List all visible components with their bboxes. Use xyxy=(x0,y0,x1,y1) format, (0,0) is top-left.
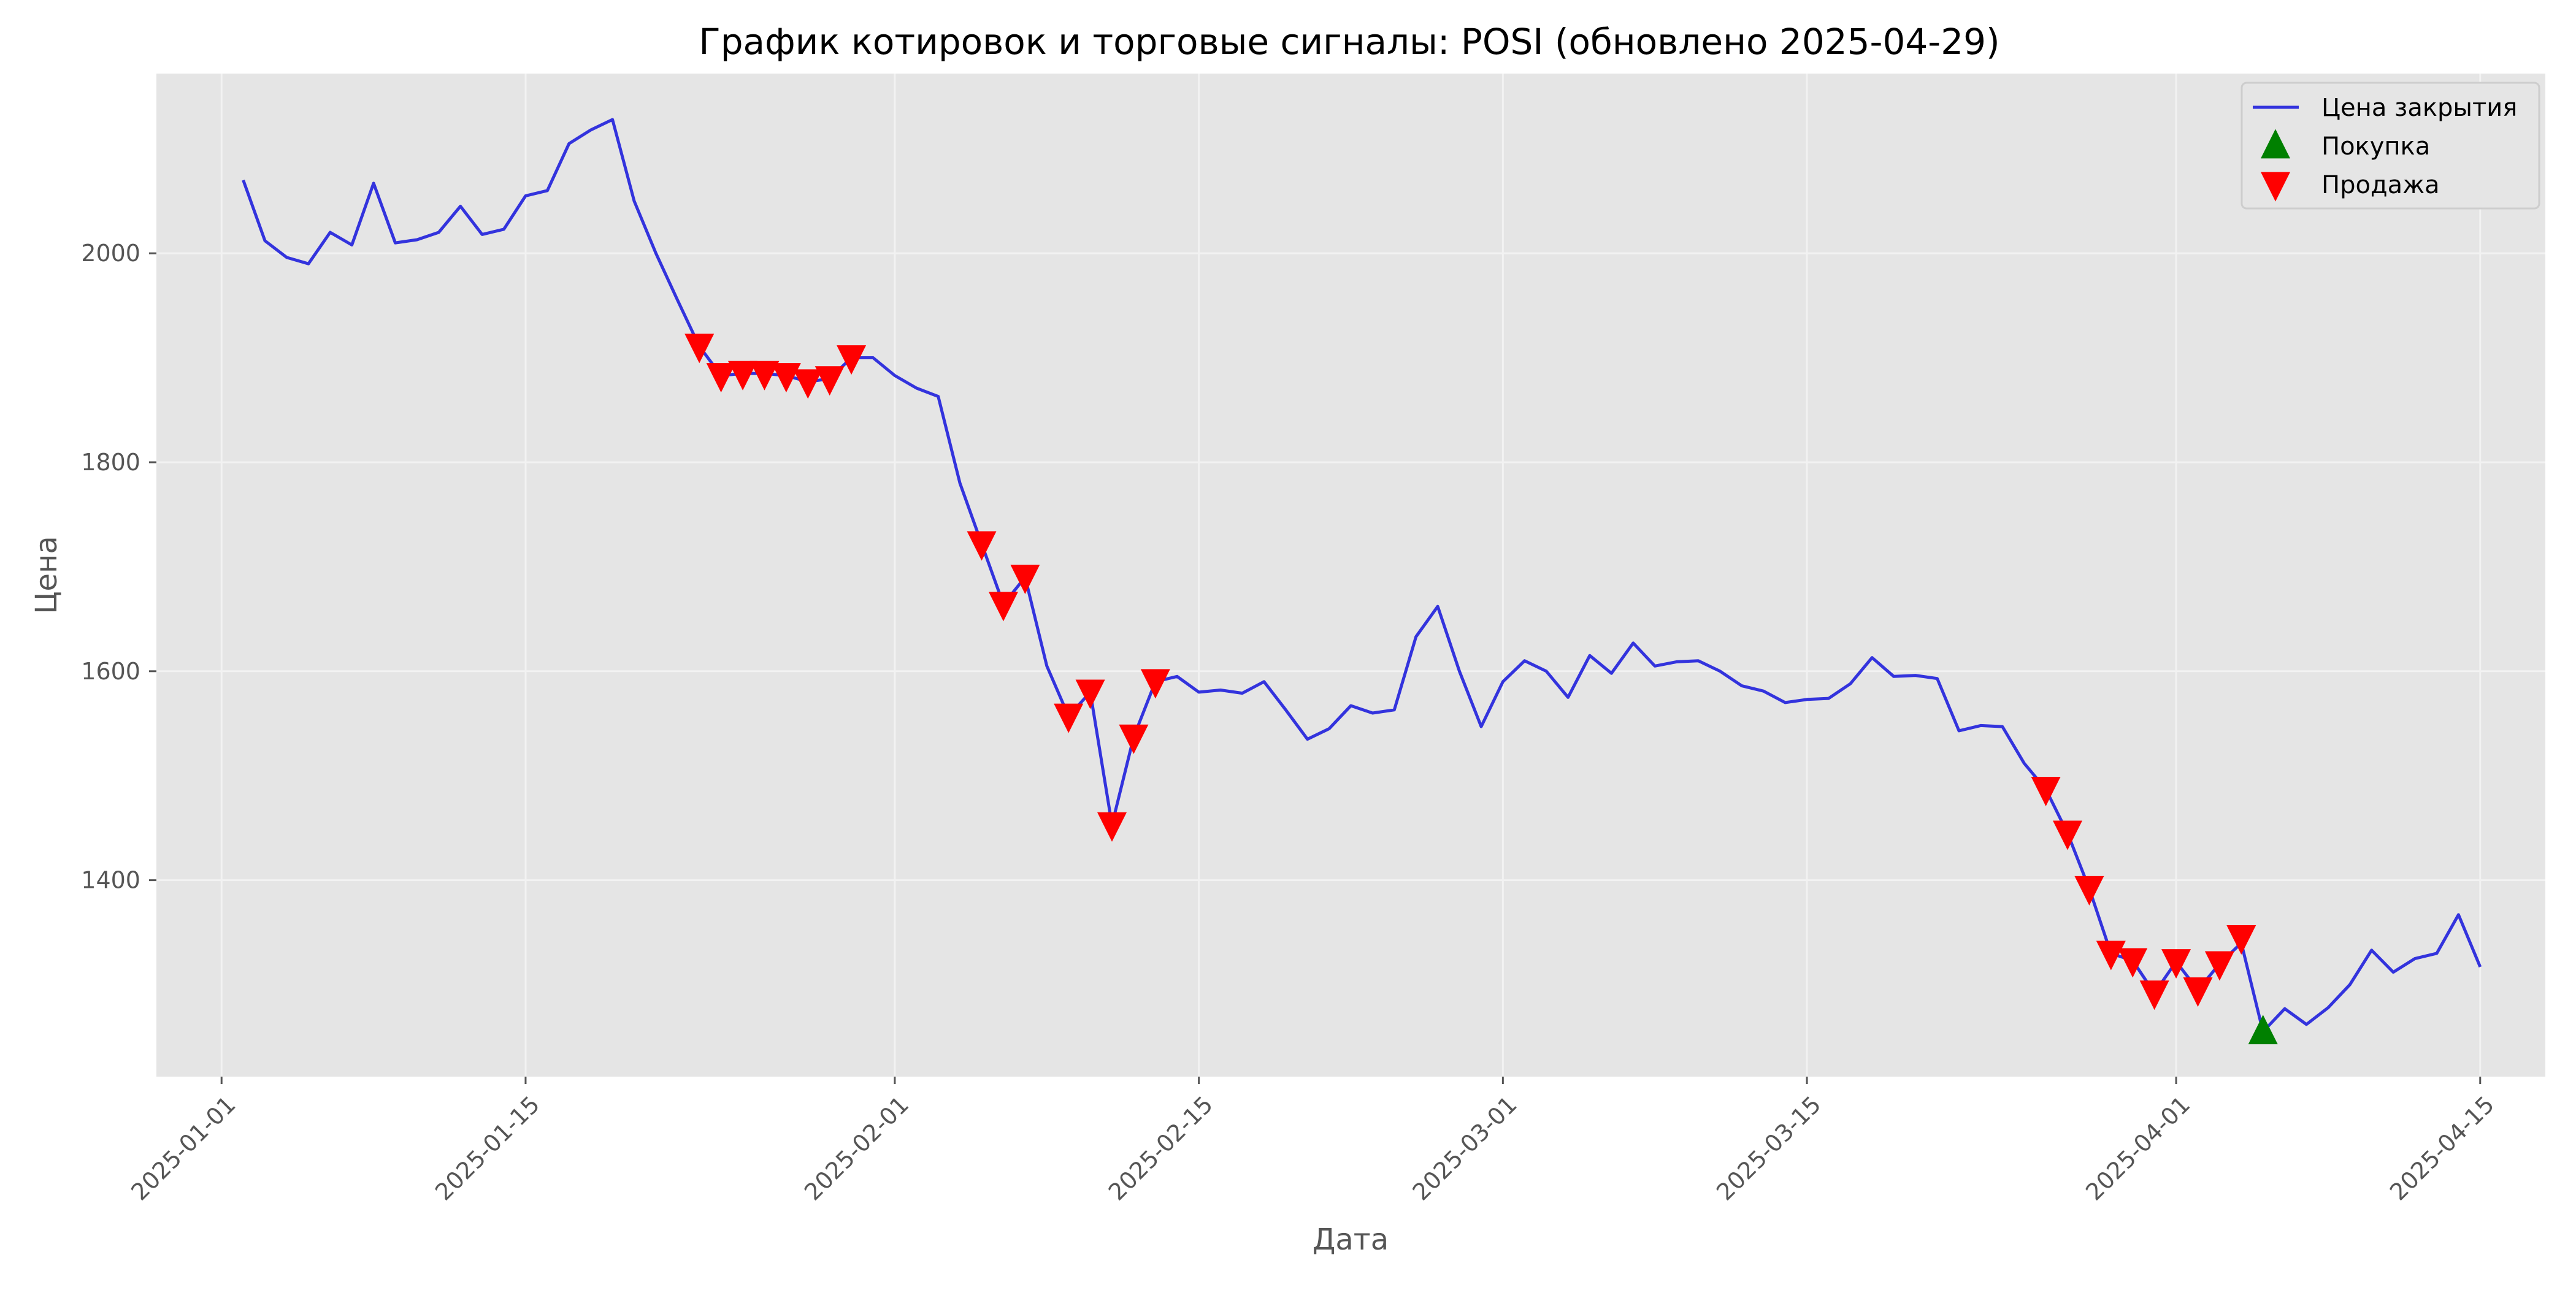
sell-signal-marker xyxy=(988,592,1018,622)
legend-box xyxy=(2241,82,2540,210)
sell-signal-marker xyxy=(1140,669,1170,699)
legend-buy-label: Покупка xyxy=(2321,132,2430,161)
x-tick-label: 2025-04-15 xyxy=(2385,1091,2499,1205)
sell-signal-marker xyxy=(1054,703,1084,733)
sell-signal-marker xyxy=(815,366,845,396)
sell-signal-marker xyxy=(2118,948,2148,978)
sell-signal-marker xyxy=(749,361,780,391)
sell-signal-marker xyxy=(2031,776,2061,806)
buy-signal-marker xyxy=(2248,1015,2278,1045)
legend-sell-label: Продажа xyxy=(2321,171,2440,199)
legend-close-price-label: Цена закрытия xyxy=(2321,94,2517,122)
sell-signal-marker xyxy=(2204,951,2234,981)
sell-signal-marker xyxy=(2053,820,2082,850)
sell-signal-marker xyxy=(2183,977,2213,1007)
sell-signal-marker xyxy=(728,361,758,391)
sell-signal-marker xyxy=(2074,876,2104,906)
sell-signal-marker xyxy=(967,531,997,561)
x-axis-label: Дата xyxy=(1313,1223,1389,1257)
sell-signal-marker xyxy=(2226,925,2256,955)
sell-signal-marker xyxy=(837,345,867,375)
y-tick-label: 1600 xyxy=(81,658,140,685)
sell-signal-marker xyxy=(793,369,823,399)
chart-title: График котировок и торговые сигналы: POS… xyxy=(699,21,1999,63)
signal-markers xyxy=(684,334,2278,1045)
y-tick-label: 1800 xyxy=(81,449,140,476)
y-axis-label: Цена xyxy=(29,536,64,614)
grid xyxy=(156,74,2545,1077)
x-tick-label: 2025-03-15 xyxy=(1711,1091,1826,1205)
sell-signal-marker xyxy=(1075,679,1105,709)
legend-sell-swatch xyxy=(2261,172,2290,202)
sell-signal-marker xyxy=(706,363,736,393)
legend: Цена закрытия Покупка Продажа xyxy=(2241,82,2540,210)
sell-signal-marker xyxy=(771,363,801,393)
sell-signal-marker xyxy=(684,334,715,364)
sell-signal-marker xyxy=(1119,724,1149,754)
x-tick-label: 2025-02-01 xyxy=(799,1091,914,1205)
x-tick-label: 2025-01-15 xyxy=(430,1091,545,1205)
y-tick-label: 1400 xyxy=(81,867,140,894)
x-tick-label: 2025-03-01 xyxy=(1407,1091,1522,1205)
x-tick-label: 2025-04-01 xyxy=(2080,1091,2195,1205)
y-tick-label: 2000 xyxy=(81,240,140,267)
x-tick-label: 2025-01-01 xyxy=(126,1091,240,1205)
sell-signal-marker xyxy=(2161,949,2191,979)
sell-signal-marker xyxy=(1097,812,1127,842)
x-tick-label: 2025-02-15 xyxy=(1103,1091,1218,1205)
legend-buy-swatch xyxy=(2261,129,2290,159)
sell-signal-marker xyxy=(2139,980,2169,1010)
sell-signal-marker xyxy=(1010,565,1040,595)
plot-background xyxy=(156,74,2545,1077)
